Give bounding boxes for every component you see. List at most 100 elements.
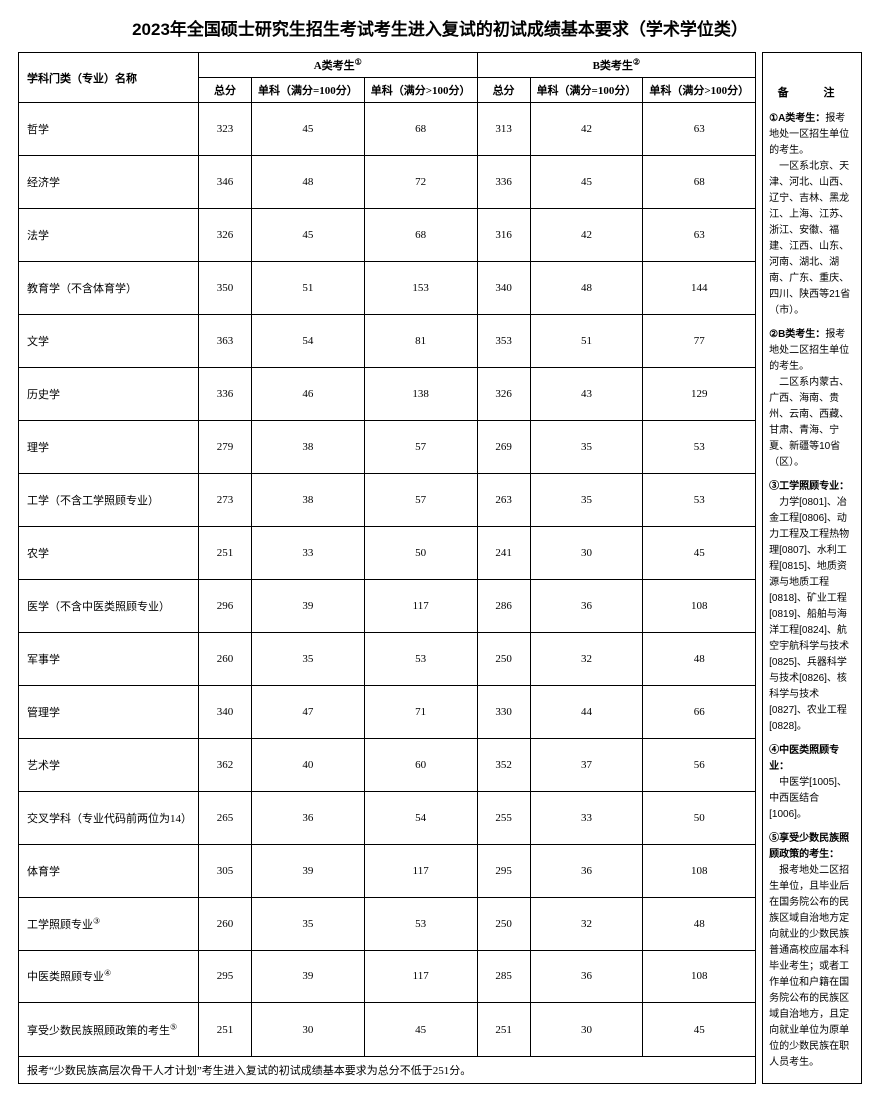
- score-cell: 326: [199, 208, 252, 261]
- score-cell: 68: [364, 103, 477, 156]
- score-table: 学科门类（专业）名称 A类考生① B类考生② 总分 单科（满分=100分） 单科…: [18, 52, 756, 1084]
- subject-cell: 历史学: [19, 367, 199, 420]
- score-cell: 63: [643, 208, 756, 261]
- score-cell: 68: [643, 155, 756, 208]
- table-row: 工学（不含工学照顾专业）27338572633553: [19, 473, 756, 526]
- header-a-total: 总分: [199, 78, 252, 103]
- score-cell: 108: [643, 579, 756, 632]
- score-cell: 81: [364, 314, 477, 367]
- score-cell: 30: [530, 526, 643, 579]
- note-4: ④中医类照顾专业： 中医学[1005]、中西医结合[1006]。: [769, 743, 855, 823]
- score-cell: 39: [252, 950, 365, 1003]
- score-cell: 43: [530, 367, 643, 420]
- score-cell: 48: [530, 261, 643, 314]
- notes-panel: 备 注 ①A类考生：报考地处一区招生单位的考生。 一区系北京、天津、河北、山西、…: [762, 52, 862, 1084]
- score-cell: 40: [252, 738, 365, 791]
- header-a-over100: 单科（满分>100分）: [364, 78, 477, 103]
- table-row: 艺术学36240603523756: [19, 738, 756, 791]
- table-row: 医学（不含中医类照顾专业）2963911728636108: [19, 579, 756, 632]
- score-cell: 336: [199, 367, 252, 420]
- score-cell: 340: [199, 685, 252, 738]
- header-subject: 学科门类（专业）名称: [19, 53, 199, 103]
- table-row: 军事学26035532503248: [19, 632, 756, 685]
- score-cell: 45: [252, 103, 365, 156]
- subject-cell: 管理学: [19, 685, 199, 738]
- score-cell: 57: [364, 420, 477, 473]
- subject-cell: 体育学: [19, 844, 199, 897]
- subject-cell: 农学: [19, 526, 199, 579]
- score-cell: 36: [530, 844, 643, 897]
- score-cell: 251: [477, 1003, 530, 1056]
- score-cell: 51: [530, 314, 643, 367]
- score-cell: 30: [530, 1003, 643, 1056]
- score-cell: 37: [530, 738, 643, 791]
- table-row: 经济学34648723364568: [19, 155, 756, 208]
- score-cell: 251: [199, 1003, 252, 1056]
- subject-cell: 经济学: [19, 155, 199, 208]
- table-row: 中医类照顾专业④2953911728536108: [19, 950, 756, 1003]
- score-cell: 50: [364, 526, 477, 579]
- score-cell: 46: [252, 367, 365, 420]
- table-row: 管理学34047713304466: [19, 685, 756, 738]
- subject-cell: 法学: [19, 208, 199, 261]
- score-cell: 316: [477, 208, 530, 261]
- subject-cell: 享受少数民族照顾政策的考生⑤: [19, 1003, 199, 1056]
- score-cell: 71: [364, 685, 477, 738]
- score-cell: 48: [643, 632, 756, 685]
- score-cell: 108: [643, 950, 756, 1003]
- header-group-b: B类考生②: [477, 53, 756, 78]
- score-cell: 286: [477, 579, 530, 632]
- table-row: 交叉学科（专业代码前两位为14）26536542553350: [19, 791, 756, 844]
- subject-cell: 军事学: [19, 632, 199, 685]
- score-cell: 51: [252, 261, 365, 314]
- note-2: ②B类考生：报考地处二区招生单位的考生。 二区系内蒙古、广西、海南、贵州、云南、…: [769, 327, 855, 471]
- subject-cell: 教育学（不含体育学）: [19, 261, 199, 314]
- subject-cell: 工学（不含工学照顾专业）: [19, 473, 199, 526]
- score-cell: 35: [530, 420, 643, 473]
- score-cell: 72: [364, 155, 477, 208]
- subject-cell: 哲学: [19, 103, 199, 156]
- score-cell: 68: [364, 208, 477, 261]
- score-cell: 346: [199, 155, 252, 208]
- score-cell: 48: [252, 155, 365, 208]
- table-row: 教育学（不含体育学）3505115334048144: [19, 261, 756, 314]
- score-cell: 296: [199, 579, 252, 632]
- subject-cell: 中医类照顾专业④: [19, 950, 199, 1003]
- score-cell: 33: [530, 791, 643, 844]
- score-cell: 32: [530, 632, 643, 685]
- table-row: 法学32645683164263: [19, 208, 756, 261]
- note-5: ⑤享受少数民族照顾政策的考生： 报考地处二区招生单位，且毕业后在国务院公布的民族…: [769, 831, 855, 1071]
- score-cell: 260: [199, 632, 252, 685]
- score-cell: 36: [530, 950, 643, 1003]
- score-cell: 36: [252, 791, 365, 844]
- score-cell: 336: [477, 155, 530, 208]
- score-cell: 295: [199, 950, 252, 1003]
- table-row: 哲学32345683134263: [19, 103, 756, 156]
- score-cell: 36: [530, 579, 643, 632]
- header-b-over100: 单科（满分>100分）: [643, 78, 756, 103]
- score-cell: 363: [199, 314, 252, 367]
- score-cell: 54: [364, 791, 477, 844]
- subject-cell: 工学照顾专业③: [19, 897, 199, 950]
- table-row: 体育学3053911729536108: [19, 844, 756, 897]
- score-cell: 265: [199, 791, 252, 844]
- score-cell: 60: [364, 738, 477, 791]
- score-cell: 138: [364, 367, 477, 420]
- score-cell: 42: [530, 208, 643, 261]
- subject-cell: 医学（不含中医类照顾专业）: [19, 579, 199, 632]
- score-cell: 250: [477, 897, 530, 950]
- score-cell: 305: [199, 844, 252, 897]
- score-cell: 352: [477, 738, 530, 791]
- score-cell: 53: [364, 632, 477, 685]
- table-row: 历史学3364613832643129: [19, 367, 756, 420]
- score-cell: 45: [530, 155, 643, 208]
- notes-header: 备 注: [769, 57, 855, 111]
- score-cell: 251: [199, 526, 252, 579]
- score-cell: 54: [252, 314, 365, 367]
- note-3: ③工学照顾专业： 力学[0801]、冶金工程[0806]、动力工程及工程热物理[…: [769, 479, 855, 735]
- subject-cell: 交叉学科（专业代码前两位为14）: [19, 791, 199, 844]
- table-row: 文学36354813535177: [19, 314, 756, 367]
- score-cell: 117: [364, 844, 477, 897]
- score-cell: 33: [252, 526, 365, 579]
- header-b-total: 总分: [477, 78, 530, 103]
